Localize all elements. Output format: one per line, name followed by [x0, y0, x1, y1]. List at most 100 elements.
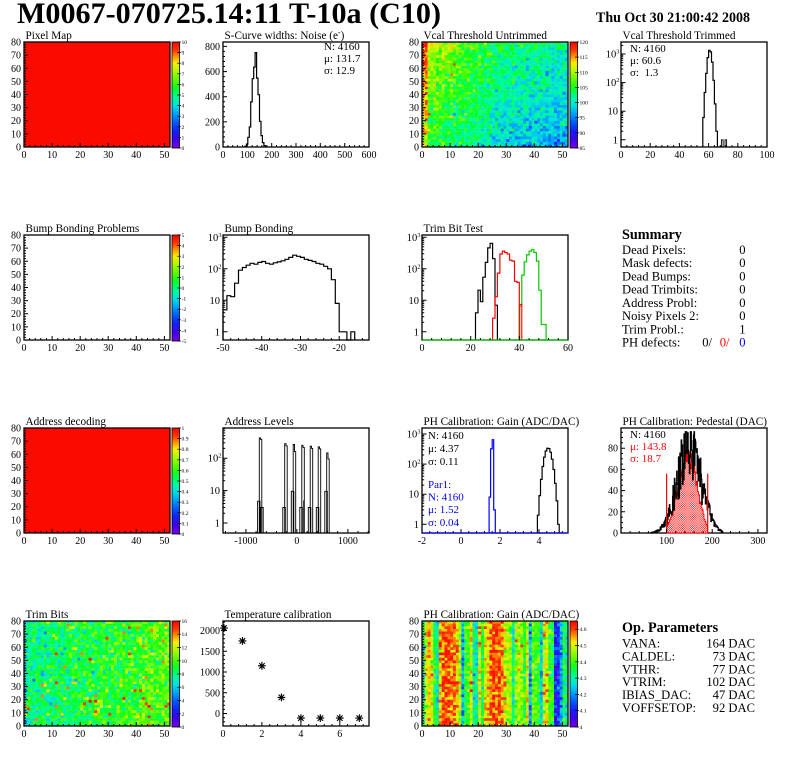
svg-text:80: 80 — [11, 424, 21, 435]
svg-text:5: 5 — [182, 93, 185, 99]
svg-text:6: 6 — [182, 82, 185, 88]
svg-text:40: 40 — [674, 150, 684, 161]
svg-text:102: 102 — [407, 263, 421, 275]
svg-text:3: 3 — [182, 114, 185, 120]
svg-text:IBIAS_DAC:: IBIAS_DAC: — [622, 688, 691, 702]
svg-text:10: 10 — [409, 296, 420, 307]
svg-text:30: 30 — [11, 489, 21, 500]
svg-text:0.8: 0.8 — [182, 447, 189, 453]
svg-text:Noisy Pixels 2:: Noisy Pixels 2: — [622, 309, 699, 323]
svg-text:4.3: 4.3 — [580, 676, 587, 682]
svg-text:200: 200 — [705, 536, 720, 547]
svg-text:4: 4 — [580, 725, 583, 731]
svg-text:100: 100 — [240, 150, 255, 161]
svg-text:-2: -2 — [182, 307, 187, 313]
svg-text:800: 800 — [205, 42, 220, 53]
svg-text:8: 8 — [182, 61, 185, 67]
svg-text:1: 1 — [739, 322, 745, 336]
svg-text:40: 40 — [11, 283, 21, 294]
svg-text:S-Curve widths: Noise (e-): S-Curve widths: Noise (e-) — [225, 28, 345, 42]
svg-text:30: 30 — [409, 103, 419, 114]
svg-text:10: 10 — [47, 343, 57, 354]
svg-text:Op. Parameters: Op. Parameters — [622, 620, 719, 636]
svg-text:120: 120 — [580, 40, 589, 46]
svg-text:0: 0 — [420, 729, 425, 740]
svg-text:92 DAC: 92 DAC — [713, 701, 755, 715]
svg-text:10: 10 — [608, 107, 619, 118]
svg-text:0: 0 — [739, 296, 745, 310]
svg-text:0: 0 — [221, 729, 226, 740]
svg-text:10: 10 — [47, 536, 57, 547]
svg-text:0.9: 0.9 — [182, 437, 189, 443]
svg-text:600: 600 — [362, 150, 377, 161]
svg-text:50: 50 — [159, 343, 169, 354]
svg-text:80: 80 — [11, 617, 21, 628]
svg-text:Trim Bits: Trim Bits — [26, 609, 69, 621]
svg-text:4.1: 4.1 — [580, 709, 587, 715]
svg-text:80: 80 — [409, 38, 419, 49]
svg-text:-1: -1 — [182, 297, 187, 303]
svg-text:102: 102 — [208, 263, 222, 275]
svg-text:0: 0 — [739, 256, 745, 270]
svg-text:30: 30 — [409, 682, 419, 693]
svg-text:50: 50 — [409, 656, 419, 667]
svg-text:400: 400 — [205, 92, 220, 103]
svg-text:-30: -30 — [294, 343, 307, 354]
svg-text:10: 10 — [182, 40, 188, 46]
svg-text:40: 40 — [529, 729, 539, 740]
svg-text:Bump Bonding Problems: Bump Bonding Problems — [26, 223, 140, 235]
svg-text:10: 10 — [409, 490, 420, 501]
svg-text:Pixel Map: Pixel Map — [26, 30, 73, 42]
svg-text:0: 0 — [221, 150, 226, 161]
svg-text:0: 0 — [739, 269, 745, 283]
svg-text:300: 300 — [750, 536, 765, 547]
svg-text:10: 10 — [47, 150, 57, 161]
svg-text:20: 20 — [608, 507, 618, 518]
svg-text:20: 20 — [11, 695, 21, 706]
svg-text:47 DAC: 47 DAC — [713, 688, 755, 702]
svg-text:0: 0 — [420, 343, 425, 354]
svg-text:Bump Bonding: Bump Bonding — [225, 223, 294, 235]
svg-text:-3: -3 — [182, 318, 187, 324]
svg-text:4.6: 4.6 — [580, 627, 587, 633]
svg-text:20: 20 — [409, 116, 419, 127]
svg-text:103: 103 — [407, 429, 421, 441]
svg-text:0: 0 — [619, 150, 624, 161]
svg-text:73 DAC: 73 DAC — [713, 649, 755, 663]
svg-text:PH Calibration: Gain (ADC/DAC): PH Calibration: Gain (ADC/DAC) — [424, 416, 580, 428]
svg-text:N: 4160: N: 4160 — [428, 430, 464, 442]
svg-text:40: 40 — [131, 729, 141, 740]
svg-text:0: 0 — [459, 536, 464, 547]
svg-text:0.6: 0.6 — [182, 468, 189, 474]
svg-text:-4: -4 — [182, 328, 187, 334]
svg-text:110: 110 — [580, 70, 588, 76]
svg-text:2: 2 — [182, 125, 185, 131]
svg-text:4: 4 — [537, 536, 542, 547]
svg-text:20: 20 — [11, 309, 21, 320]
svg-text:40: 40 — [131, 343, 141, 354]
svg-text:90: 90 — [580, 131, 586, 137]
svg-text:μ: 4.37: μ: 4.37 — [428, 443, 459, 455]
svg-text:0: 0 — [215, 709, 220, 720]
svg-text:30: 30 — [103, 536, 113, 547]
svg-text:Dead Trimbits:: Dead Trimbits: — [622, 283, 698, 297]
svg-text:0: 0 — [294, 536, 299, 547]
svg-text:-5: -5 — [182, 339, 187, 345]
svg-text:164 DAC: 164 DAC — [706, 637, 755, 651]
svg-text:80: 80 — [11, 38, 21, 49]
svg-text:0: 0 — [182, 286, 185, 292]
svg-text:0: 0 — [182, 725, 185, 731]
svg-text:0: 0 — [182, 532, 185, 538]
svg-text:70: 70 — [409, 630, 419, 641]
svg-text:0: 0 — [739, 309, 745, 323]
svg-text:60: 60 — [11, 64, 21, 75]
svg-text:50: 50 — [409, 77, 419, 88]
svg-text:Vcal Threshold Untrimmed: Vcal Threshold Untrimmed — [424, 30, 548, 42]
svg-text:0: 0 — [22, 150, 27, 161]
svg-text:σ: 1.3: σ: 1.3 — [630, 67, 659, 79]
svg-text:20: 20 — [11, 502, 21, 513]
svg-text:60: 60 — [409, 64, 419, 75]
svg-text:2000: 2000 — [200, 626, 220, 637]
svg-text:40: 40 — [409, 669, 419, 680]
svg-text:2: 2 — [498, 536, 503, 547]
